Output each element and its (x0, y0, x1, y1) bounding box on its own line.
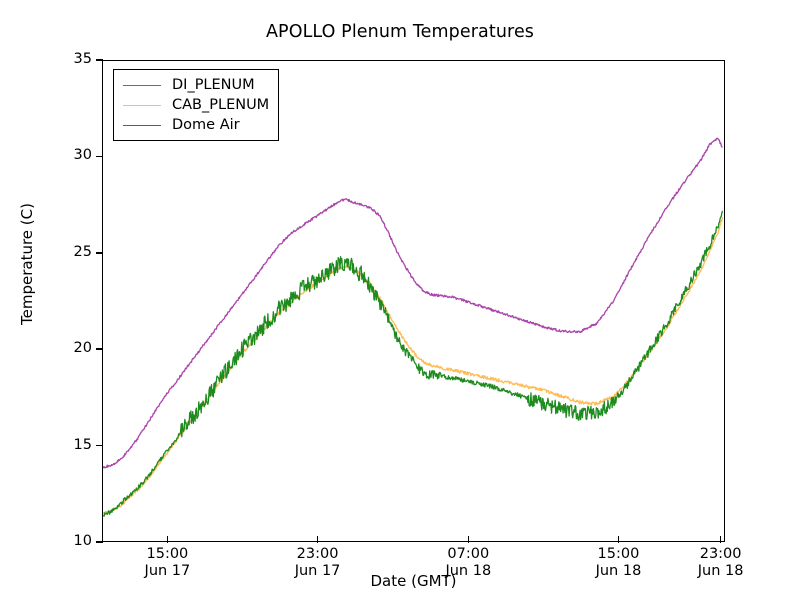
y-tick-label: 25 (73, 243, 92, 260)
legend-label-cab-plenum: CAB_PLENUM (172, 97, 270, 113)
y-tick-label: 20 (73, 340, 92, 357)
legend-label-dome-air: Dome Air (172, 117, 240, 133)
legend-label-di-plenum: DI_PLENUM (172, 77, 255, 93)
x-tick-date: Jun 18 (595, 563, 642, 579)
y-tick-mark (96, 348, 103, 350)
chart-title: APOLLO Plenum Temperatures (265, 22, 535, 42)
y-tick-mark (96, 155, 103, 158)
y-axis-label: Temperature (C) (18, 203, 36, 325)
x-tick-time: 15:00 (146, 546, 189, 562)
legend-swatch-di-plenum (123, 84, 161, 86)
x-tick-label: 23:00 Jun 17 (258, 546, 378, 580)
x-tick-date: Jun 18 (697, 563, 744, 579)
x-tick-label: 07:00 Jun 18 (408, 546, 528, 580)
x-tick-mark (467, 536, 470, 543)
y-tick-mark (96, 444, 103, 447)
chart-legend: DI_PLENUM CAB_PLENUM Dome Air (113, 69, 280, 141)
y-tick-label: 30 (73, 147, 92, 164)
legend-item-cab-plenum: CAB_PLENUM (120, 95, 269, 115)
x-tick-label: 23:00 Jun 18 (661, 546, 781, 580)
legend-swatch-cab-plenum (123, 104, 161, 106)
x-tick-date: Jun 18 (445, 563, 492, 579)
x-tick-mark (166, 536, 169, 543)
x-tick-date: Jun 17 (294, 563, 341, 579)
x-tick-mark (316, 536, 319, 543)
x-tick-label: 15:00 Jun 17 (107, 546, 227, 580)
y-tick-mark (96, 541, 103, 543)
y-tick-label: 15 (73, 436, 92, 453)
series-line-di-plenum (103, 137, 723, 469)
x-tick-mark (719, 536, 722, 543)
x-tick-date: Jun 17 (144, 563, 191, 579)
legend-item-di-plenum: DI_PLENUM (120, 75, 269, 95)
legend-item-dome-air: Dome Air (120, 115, 269, 135)
x-tick-mark (617, 536, 620, 543)
series-line-cab-plenum (103, 216, 723, 514)
y-tick-label: 35 (73, 51, 92, 67)
x-axis-label: Date (GMT) (370, 572, 457, 590)
y-tick-label: 10 (73, 533, 92, 549)
x-tick-time: 07:00 (447, 546, 490, 562)
plot-area: DI_PLENUM CAB_PLENUM Dome Air (102, 60, 725, 542)
series-line-dome-air (103, 210, 723, 517)
x-tick-time: 23:00 (699, 546, 742, 562)
x-tick-time: 15:00 (597, 546, 640, 562)
legend-swatch-dome-air (123, 124, 161, 126)
x-tick-time: 23:00 (296, 546, 339, 562)
y-tick-mark (96, 59, 103, 61)
plot-lines (103, 137, 723, 517)
x-tick-label: 15:00 Jun 18 (558, 546, 678, 580)
y-tick-mark (96, 252, 103, 254)
